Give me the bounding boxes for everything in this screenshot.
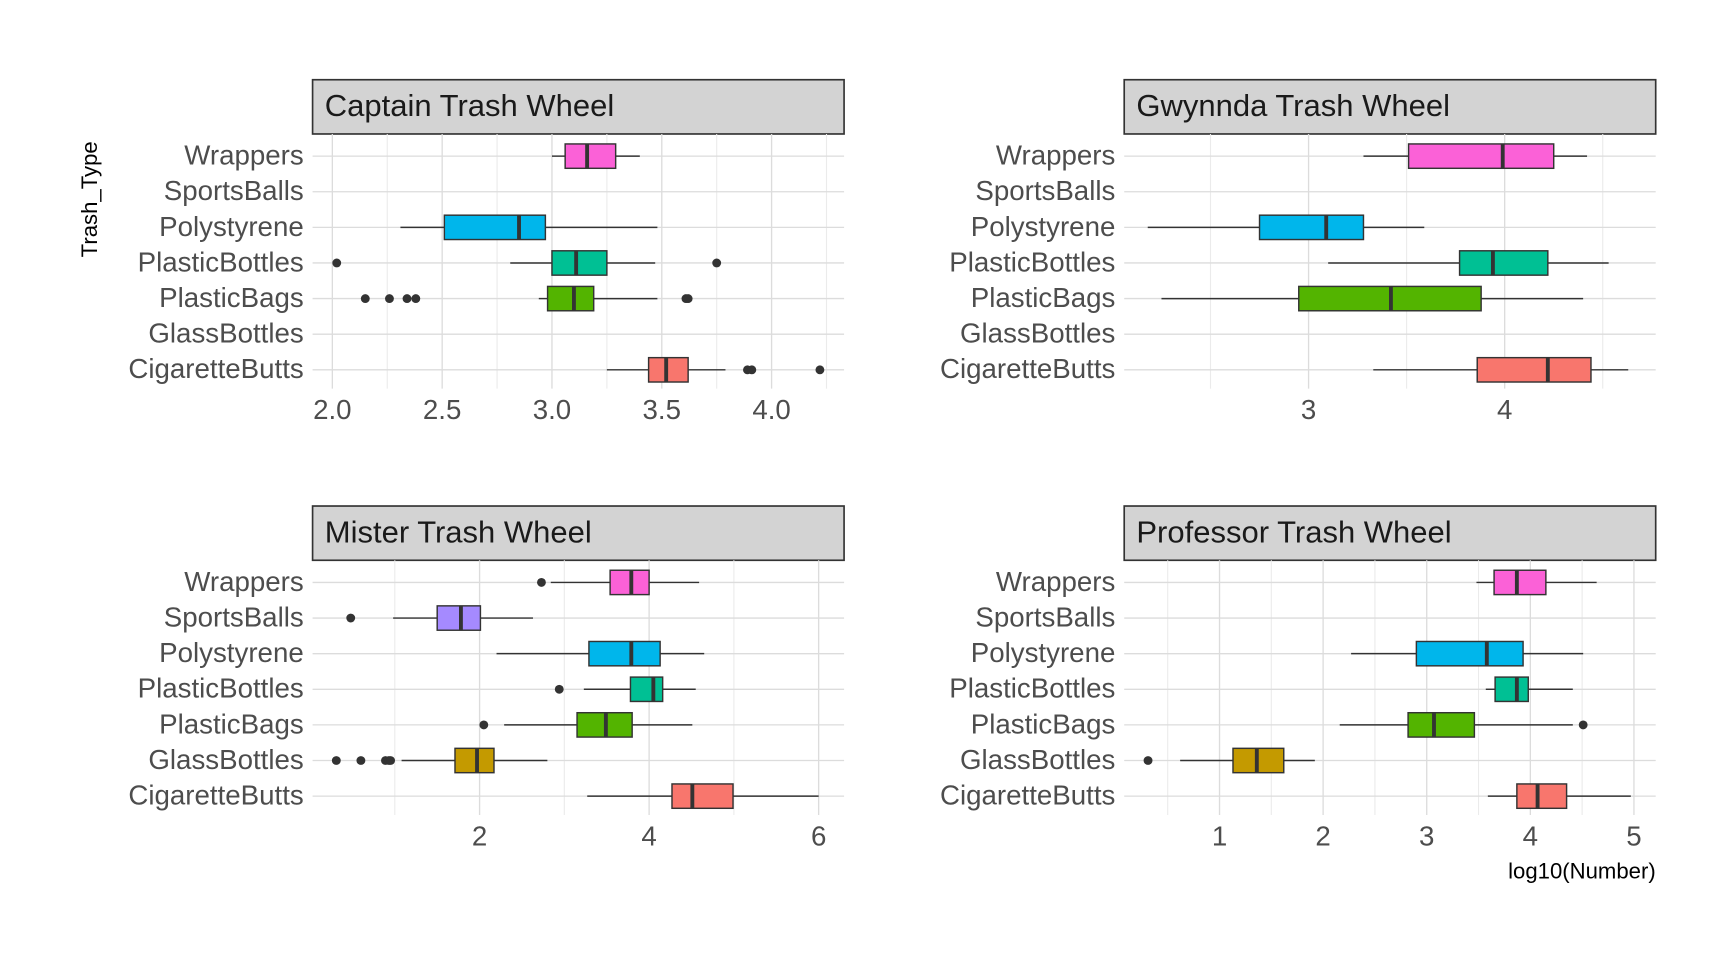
y-tick-label: Polystyrene <box>971 637 1116 668</box>
box <box>1415 640 1524 667</box>
outlier <box>1578 720 1588 730</box>
box <box>1407 143 1555 170</box>
x-tick-label: 3.5 <box>643 394 681 425</box>
y-tick-label: Polystyrene <box>159 211 304 242</box>
y-tick-label: GlassBottles <box>148 744 303 775</box>
box <box>647 356 689 383</box>
y-tick-label: PlasticBottles <box>949 673 1115 704</box>
y-tick-label: Polystyrene <box>971 211 1116 242</box>
x-tick-label: 6 <box>811 821 826 852</box>
x-tick-label: 1 <box>1212 821 1227 852</box>
y-tick-label: GlassBottles <box>960 318 1115 349</box>
strip <box>311 78 845 135</box>
x-tick-label: 4 <box>1497 394 1512 425</box>
x-tick-label: 2.5 <box>423 394 461 425</box>
outlier <box>683 294 693 304</box>
x-tick-label: 4 <box>641 821 656 852</box>
box <box>1458 250 1549 276</box>
y-tick-label: PlasticBottles <box>949 246 1115 277</box>
x-tick-label: 2 <box>472 821 487 852</box>
y-tick-label: PlasticBags <box>971 282 1116 313</box>
strip-title: Captain Trash Wheel <box>325 88 614 123</box>
y-tick-label: SportsBalls <box>164 175 304 206</box>
outlier <box>1143 756 1153 765</box>
box <box>1493 569 1547 596</box>
x-tick-label: 4.0 <box>752 394 790 425</box>
box <box>1476 356 1592 383</box>
y-tick-label: Wrappers <box>996 140 1115 171</box>
box <box>629 676 664 703</box>
box <box>1516 783 1568 810</box>
x-tick-label: 4 <box>1523 821 1538 852</box>
y-tick-label: CigaretteButts <box>128 353 303 384</box>
box <box>1407 711 1476 738</box>
box <box>436 605 482 631</box>
outlier <box>332 258 342 268</box>
y-tick-label: CigaretteButts <box>940 780 1115 811</box>
y-tick-label: Wrappers <box>996 566 1115 597</box>
y-tick-label: PlasticBottles <box>138 246 304 277</box>
y-tick-label: PlasticBags <box>159 282 304 313</box>
y-tick-label: CigaretteButts <box>940 353 1115 384</box>
box <box>1258 214 1365 241</box>
strip <box>311 505 845 562</box>
y-tick-label: CigaretteButts <box>128 780 303 811</box>
outlier <box>479 720 489 730</box>
strip-title: Mister Trash Wheel <box>325 514 592 549</box>
y-tick-label: Wrappers <box>184 566 303 597</box>
box <box>564 143 617 170</box>
outlier <box>331 756 341 765</box>
x-tick-label: 3 <box>1301 394 1316 425</box>
strip <box>1123 505 1657 562</box>
box <box>546 285 595 312</box>
x-tick-label: 3 <box>1419 821 1434 852</box>
y-tick-label: PlasticBags <box>159 708 304 739</box>
x-tick-label: 2.0 <box>313 394 351 425</box>
box <box>443 214 547 241</box>
outlier <box>537 577 546 587</box>
outlier <box>554 684 564 694</box>
strip-title: Professor Trash Wheel <box>1136 514 1451 549</box>
x-tick-label: 2 <box>1315 821 1330 852</box>
box <box>454 747 495 774</box>
y-tick-label: PlasticBottles <box>138 673 304 704</box>
outlier <box>411 294 421 304</box>
x-tick-label: 5 <box>1626 821 1641 852</box>
x-tick-label: 3.0 <box>533 394 571 425</box>
strip-title: Gwynnda Trash Wheel <box>1136 88 1450 123</box>
y-axis-label: Trash_Type <box>77 141 102 257</box>
y-tick-label: SportsBalls <box>975 175 1115 206</box>
y-tick-label: SportsBalls <box>164 601 304 632</box>
outlier <box>360 294 370 304</box>
y-tick-label: GlassBottles <box>960 744 1115 775</box>
outlier <box>747 365 757 375</box>
strip <box>1123 78 1657 135</box>
box <box>588 640 661 667</box>
box <box>671 783 734 810</box>
y-tick-label: Wrappers <box>184 140 303 171</box>
outlier <box>402 294 412 304</box>
outlier <box>356 756 366 765</box>
box <box>551 250 608 276</box>
y-tick-label: PlasticBags <box>971 708 1116 739</box>
outlier <box>386 756 395 765</box>
y-tick-label: GlassBottles <box>148 318 303 349</box>
outlier <box>346 613 356 623</box>
outlier <box>385 294 394 304</box>
y-tick-label: Polystyrene <box>159 637 304 668</box>
outlier <box>815 365 825 375</box>
outlier <box>712 258 722 268</box>
x-axis-label: log10(Number) <box>1508 858 1656 883</box>
box <box>1494 676 1529 703</box>
y-tick-label: SportsBalls <box>975 601 1115 632</box>
